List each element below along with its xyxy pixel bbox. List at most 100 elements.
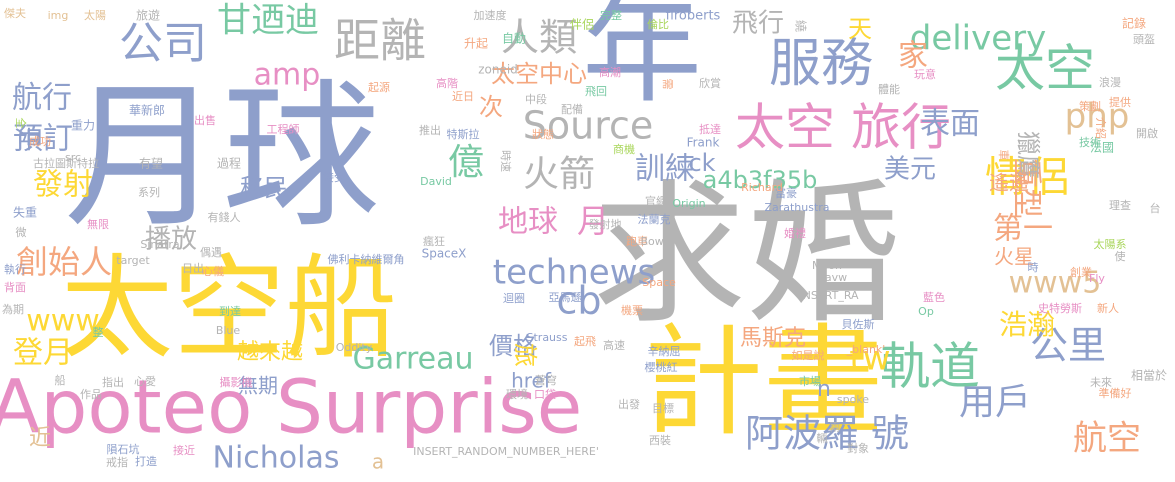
cloud-word: 對象 xyxy=(847,441,869,455)
cloud-word: 近日 xyxy=(452,90,474,103)
cloud-word: 跑車 xyxy=(626,234,648,248)
cloud-word: 自動 xyxy=(502,32,526,46)
cloud-word: David xyxy=(420,175,452,188)
cloud-word: 創始人 xyxy=(16,243,112,281)
cloud-word: _blank' xyxy=(846,343,886,356)
cloud-word: 太陽 xyxy=(84,9,106,22)
cloud-word: 升起 xyxy=(464,37,488,51)
cloud-word: 過程 xyxy=(217,156,241,171)
cloud-word: 商機 xyxy=(613,142,635,156)
cloud-word: 玩意 xyxy=(914,67,936,81)
cloud-word: 工程師 xyxy=(267,123,300,136)
cloud-word: 接近 xyxy=(173,444,195,457)
cloud-word: 用戶 xyxy=(959,382,1031,423)
cloud-word: Sinatra xyxy=(140,238,179,251)
cloud-word: 技術 xyxy=(1079,136,1101,149)
cloud-word: 亞馬遜 xyxy=(549,290,582,304)
cloud-word: 高潮 xyxy=(599,65,621,79)
cloud-word: 浩瀚 xyxy=(999,308,1055,341)
cloud-word: 出售 xyxy=(194,113,216,127)
cloud-word: technews xyxy=(493,253,655,293)
cloud-word: 失重 xyxy=(13,205,37,220)
cloud-word: 飛回 xyxy=(585,85,607,98)
cloud-word: 馬斯克 xyxy=(740,326,806,351)
cloud-word: 配備 xyxy=(561,103,583,116)
cloud-word: 車 xyxy=(997,150,1011,161)
cloud-word: Fly xyxy=(1089,272,1105,285)
cloud-word: 頭盔 xyxy=(1133,32,1155,46)
cloud-word: delivery xyxy=(910,19,1047,59)
cloud-word: 價格 xyxy=(489,332,537,360)
cloud-word: 執行 xyxy=(4,263,26,276)
cloud-word: Richard xyxy=(741,181,783,194)
cloud-word: tw xyxy=(849,339,890,379)
cloud-word: 作品 xyxy=(80,388,102,401)
cloud-word: 高速 xyxy=(603,338,625,352)
cloud-word: 越來越 xyxy=(237,340,303,365)
cloud-word: img xyxy=(48,9,69,22)
cloud-word: 成功 xyxy=(29,135,51,148)
cloud-word: 第一 xyxy=(993,212,1053,247)
cloud-word: Apoteo Surprise xyxy=(0,365,582,451)
cloud-word: 提供 xyxy=(1109,95,1131,109)
cloud-word: 策劃 xyxy=(1079,99,1101,113)
cloud-word: 欣賞 xyxy=(699,76,721,90)
cloud-word: 遙遙 xyxy=(989,171,1029,195)
cloud-word: 華新郎 xyxy=(129,103,165,118)
cloud-word: 未來 xyxy=(1090,376,1112,389)
cloud-word: 浪漫 xyxy=(1099,75,1121,89)
cloud-word: 史特勞斯 xyxy=(1038,301,1082,315)
cloud-word: 婚禮 xyxy=(784,226,806,240)
cloud-word: Moon xyxy=(812,259,842,272)
cloud-word: 如是說 xyxy=(792,348,825,362)
cloud-word: 求婚 xyxy=(592,166,900,345)
cloud-word: Zarathustra xyxy=(764,201,829,214)
cloud-word: 櫻桃紅 xyxy=(645,360,678,374)
cloud-word: 特斯拉 xyxy=(447,127,480,141)
cloud-word: amp xyxy=(254,58,321,93)
cloud-word: href xyxy=(511,369,552,393)
cloud-word: 加速度 xyxy=(474,8,507,22)
cloud-word: 抵達 xyxy=(699,122,721,136)
cloud-word: 完整 xyxy=(600,8,622,22)
cloud-word: target xyxy=(116,254,150,267)
cloud-word: 太空 旅行 xyxy=(735,99,951,157)
cloud-word: 天 xyxy=(848,15,872,43)
cloud-word: 到達 xyxy=(219,305,241,318)
cloud-word: 火星 xyxy=(994,245,1034,269)
cloud-word: 時速 xyxy=(499,150,512,172)
cloud-word: 情侶 xyxy=(985,153,1069,202)
cloud-word: 系列 xyxy=(138,185,160,199)
cloud-word: 法蘭克 xyxy=(638,212,671,226)
cloud-word: 登月 xyxy=(13,336,73,371)
cloud-word: spoke xyxy=(837,393,869,406)
cloud-word: 次 xyxy=(479,93,503,121)
cloud-word: 心儀 xyxy=(202,264,224,278)
cloud-word: www xyxy=(26,304,100,339)
cloud-word: 有望 xyxy=(139,157,163,171)
cloud-word: 機票 xyxy=(621,303,643,317)
cloud-word: 輛 xyxy=(817,431,828,445)
cloud-word: 服務 xyxy=(769,34,873,94)
cloud-word: 傑夫 xyxy=(4,7,26,20)
cloud-word: 人類 xyxy=(501,16,577,60)
cloud-word: 迴圈 xyxy=(503,291,525,305)
cloud-word: 準備好 xyxy=(1099,386,1132,400)
cloud-word: 開啟 xyxy=(1136,126,1158,140)
cloud-word: 獵鷹 xyxy=(1014,131,1042,179)
cloud-word: 航行 xyxy=(12,81,72,116)
cloud-word: 狀態 xyxy=(532,127,554,141)
cloud-word: 飛行 xyxy=(732,9,784,39)
cloud-word: 月球 xyxy=(64,65,380,249)
cloud-word: 有錢人 xyxy=(208,210,241,224)
cloud-word: 官網 xyxy=(645,194,667,208)
cloud-word: cb xyxy=(556,279,601,323)
cloud-word: 無限 xyxy=(87,217,109,231)
cloud-word: avw xyxy=(825,271,847,284)
cloud-word: 發射地 xyxy=(589,217,622,231)
cloud-word: 創業 xyxy=(1070,265,1092,279)
cloud-word: 高階 xyxy=(436,76,458,90)
cloud-word: 蒼穹 xyxy=(535,373,557,387)
cloud-word: 時 xyxy=(1028,261,1039,274)
